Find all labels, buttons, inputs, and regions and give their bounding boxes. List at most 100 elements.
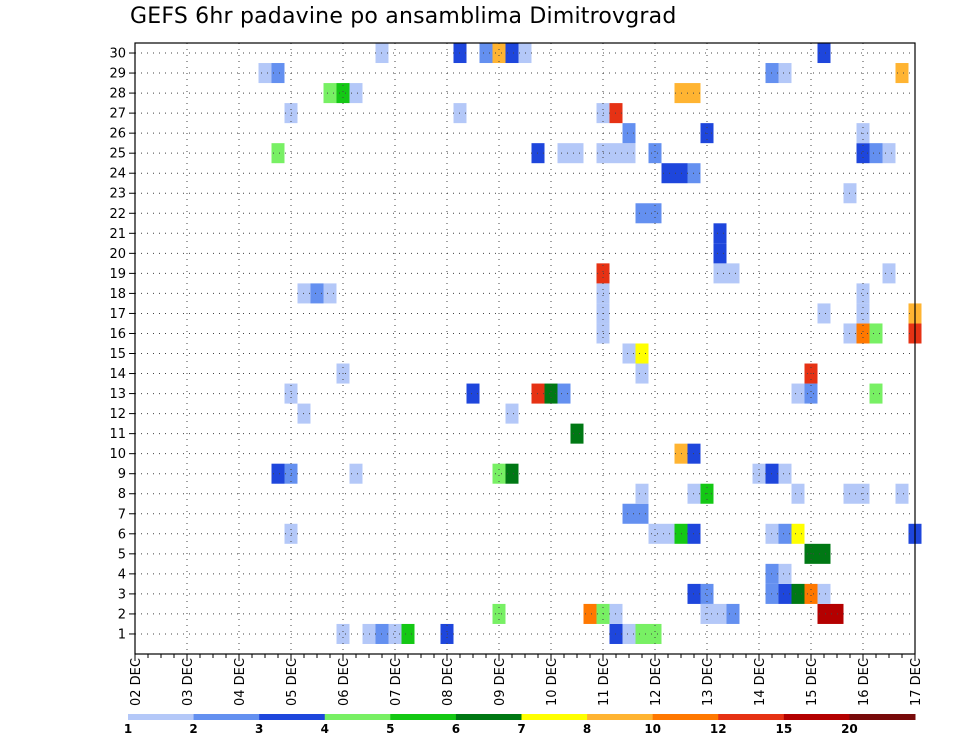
y-tick-label: 30	[109, 47, 126, 62]
x-tick-label: 12 DEC	[649, 658, 664, 706]
heatmap-cell	[778, 523, 792, 544]
y-tick-label: 25	[109, 147, 126, 162]
heatmap-cell	[791, 523, 805, 544]
x-tick-label: 13 DEC	[701, 658, 716, 706]
heatmap-cell	[648, 143, 662, 164]
heatmap-cell	[895, 483, 909, 504]
legend-swatch	[324, 714, 391, 720]
heatmap-cell	[869, 383, 883, 404]
legend-label: 8	[583, 722, 591, 736]
y-tick-label: 20	[109, 247, 126, 262]
y-tick-label: 14	[109, 367, 126, 382]
heatmap-cell	[804, 383, 818, 404]
legend-label: 3	[255, 722, 263, 736]
heatmap-cell	[817, 603, 831, 624]
heatmap-cell	[856, 283, 870, 304]
plot-frame	[134, 42, 916, 655]
grid-lines	[135, 43, 915, 654]
heatmap-cell	[791, 383, 805, 404]
y-tick-label: 27	[109, 107, 126, 122]
heatmap-cell	[622, 623, 636, 644]
heatmap-cell	[895, 63, 909, 84]
heatmap-cell	[648, 523, 662, 544]
heatmap-cell	[713, 603, 727, 624]
y-tick-label: 3	[118, 587, 126, 602]
y-tick-label: 1	[118, 627, 126, 642]
legend-label: 5	[386, 722, 394, 736]
x-tick-label: 17 DEC	[909, 658, 924, 706]
legend-label: 15	[775, 722, 792, 736]
heatmap-cell	[778, 583, 792, 604]
x-tick-label: 07 DEC	[389, 658, 404, 706]
heatmap-cell	[622, 123, 636, 144]
legend-label: 7	[517, 722, 525, 736]
heatmap-cell	[661, 163, 675, 184]
y-tick-label: 28	[109, 87, 126, 102]
x-tick-label: 10 DEC	[545, 658, 560, 706]
heatmap-cell	[726, 263, 740, 284]
legend-swatch	[521, 714, 588, 720]
y-tick-label: 26	[109, 127, 126, 142]
x-tick-label: 15 DEC	[805, 658, 820, 706]
heatmap-cell	[349, 83, 363, 104]
heatmap-cell	[856, 323, 870, 344]
heatmap-cell	[323, 83, 337, 104]
y-tick-label: 5	[118, 547, 126, 562]
heatmap-cell	[310, 283, 324, 304]
heatmap-cell	[713, 223, 727, 244]
legend-label: 12	[710, 722, 727, 736]
x-tick-label: 14 DEC	[753, 658, 768, 706]
y-tick-label: 6	[118, 527, 126, 542]
legend-label: 1	[124, 722, 132, 736]
heatmap-cell	[726, 603, 740, 624]
heatmap-cell	[713, 263, 727, 284]
heatmap-cell	[271, 63, 285, 84]
legend-label: 6	[452, 722, 460, 736]
heatmap-cell	[817, 303, 831, 324]
heatmap-cell	[791, 583, 805, 604]
heatmap-cell	[791, 483, 805, 504]
legend-label: 20	[841, 722, 858, 736]
ensemble-cells	[258, 43, 922, 644]
heatmap-cell	[336, 83, 350, 104]
heatmap-cell	[661, 523, 675, 544]
y-tick-label: 24	[109, 167, 126, 182]
heatmap-cell	[258, 63, 272, 84]
x-tick-label: 06 DEC	[337, 658, 352, 706]
heatmap-cell	[869, 323, 883, 344]
color-legend: 1 2 3 4 5 6 7 8 10 12 15 20	[124, 714, 916, 736]
heatmap-cell	[713, 243, 727, 264]
x-tick-label: 03 DEC	[181, 658, 196, 706]
y-tick-label: 22	[109, 207, 126, 222]
y-tick-label: 2	[118, 607, 126, 622]
legend-swatch	[652, 714, 719, 720]
heatmap-cell	[349, 463, 363, 484]
legend-swatch	[783, 714, 850, 720]
y-tick-label: 9	[118, 467, 126, 482]
x-tick-label: 16 DEC	[857, 658, 872, 706]
heatmap-cell	[882, 143, 896, 164]
heatmap-cell	[492, 43, 506, 64]
heatmap-cell	[856, 143, 870, 164]
heatmap-cell	[817, 543, 831, 564]
x-tick-label: 04 DEC	[233, 658, 248, 706]
legend-label: 10	[644, 722, 661, 736]
y-tick-label: 29	[109, 67, 126, 82]
heatmap-cell	[336, 623, 350, 644]
legend-swatch	[849, 714, 916, 720]
heatmap-cell	[778, 563, 792, 584]
heatmap-cell	[271, 463, 285, 484]
heatmap-cell	[882, 263, 896, 284]
heatmap-cell	[570, 143, 584, 164]
heatmap-cell	[570, 423, 584, 444]
heatmap-cell	[544, 383, 558, 404]
heatmap-cell	[778, 463, 792, 484]
heatmap-cell	[557, 383, 571, 404]
heatmap-cell	[388, 623, 402, 644]
y-tick-label: 23	[109, 187, 126, 202]
y-tick-label: 10	[109, 447, 126, 462]
x-tick-label: 02 DEC	[129, 658, 144, 706]
y-tick-label: 18	[109, 287, 126, 302]
heatmap-cell	[700, 583, 714, 604]
